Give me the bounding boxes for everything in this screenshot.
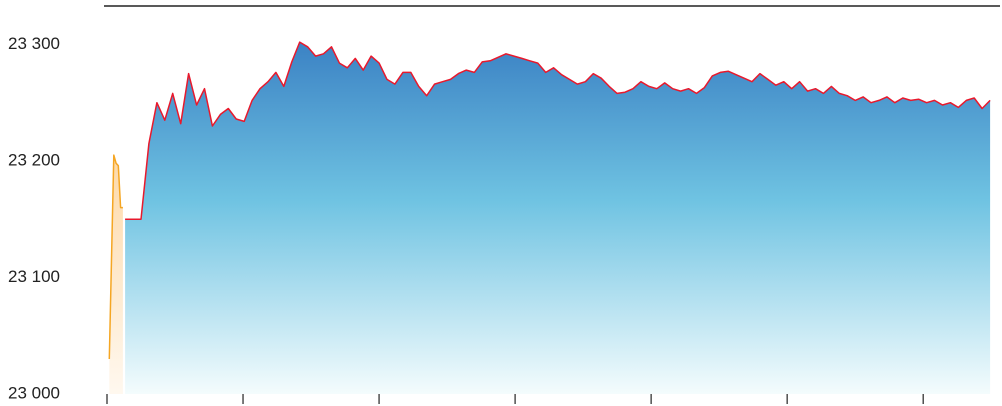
area-fill: [125, 42, 991, 394]
y-tick-label: 23 300: [8, 34, 60, 53]
price-line: [108, 154, 123, 360]
y-tick-label: 23 000: [8, 383, 60, 402]
price-line: [125, 41, 991, 220]
y-tick-label: 23 100: [8, 267, 60, 286]
y-tick-label: 23 200: [8, 150, 60, 169]
